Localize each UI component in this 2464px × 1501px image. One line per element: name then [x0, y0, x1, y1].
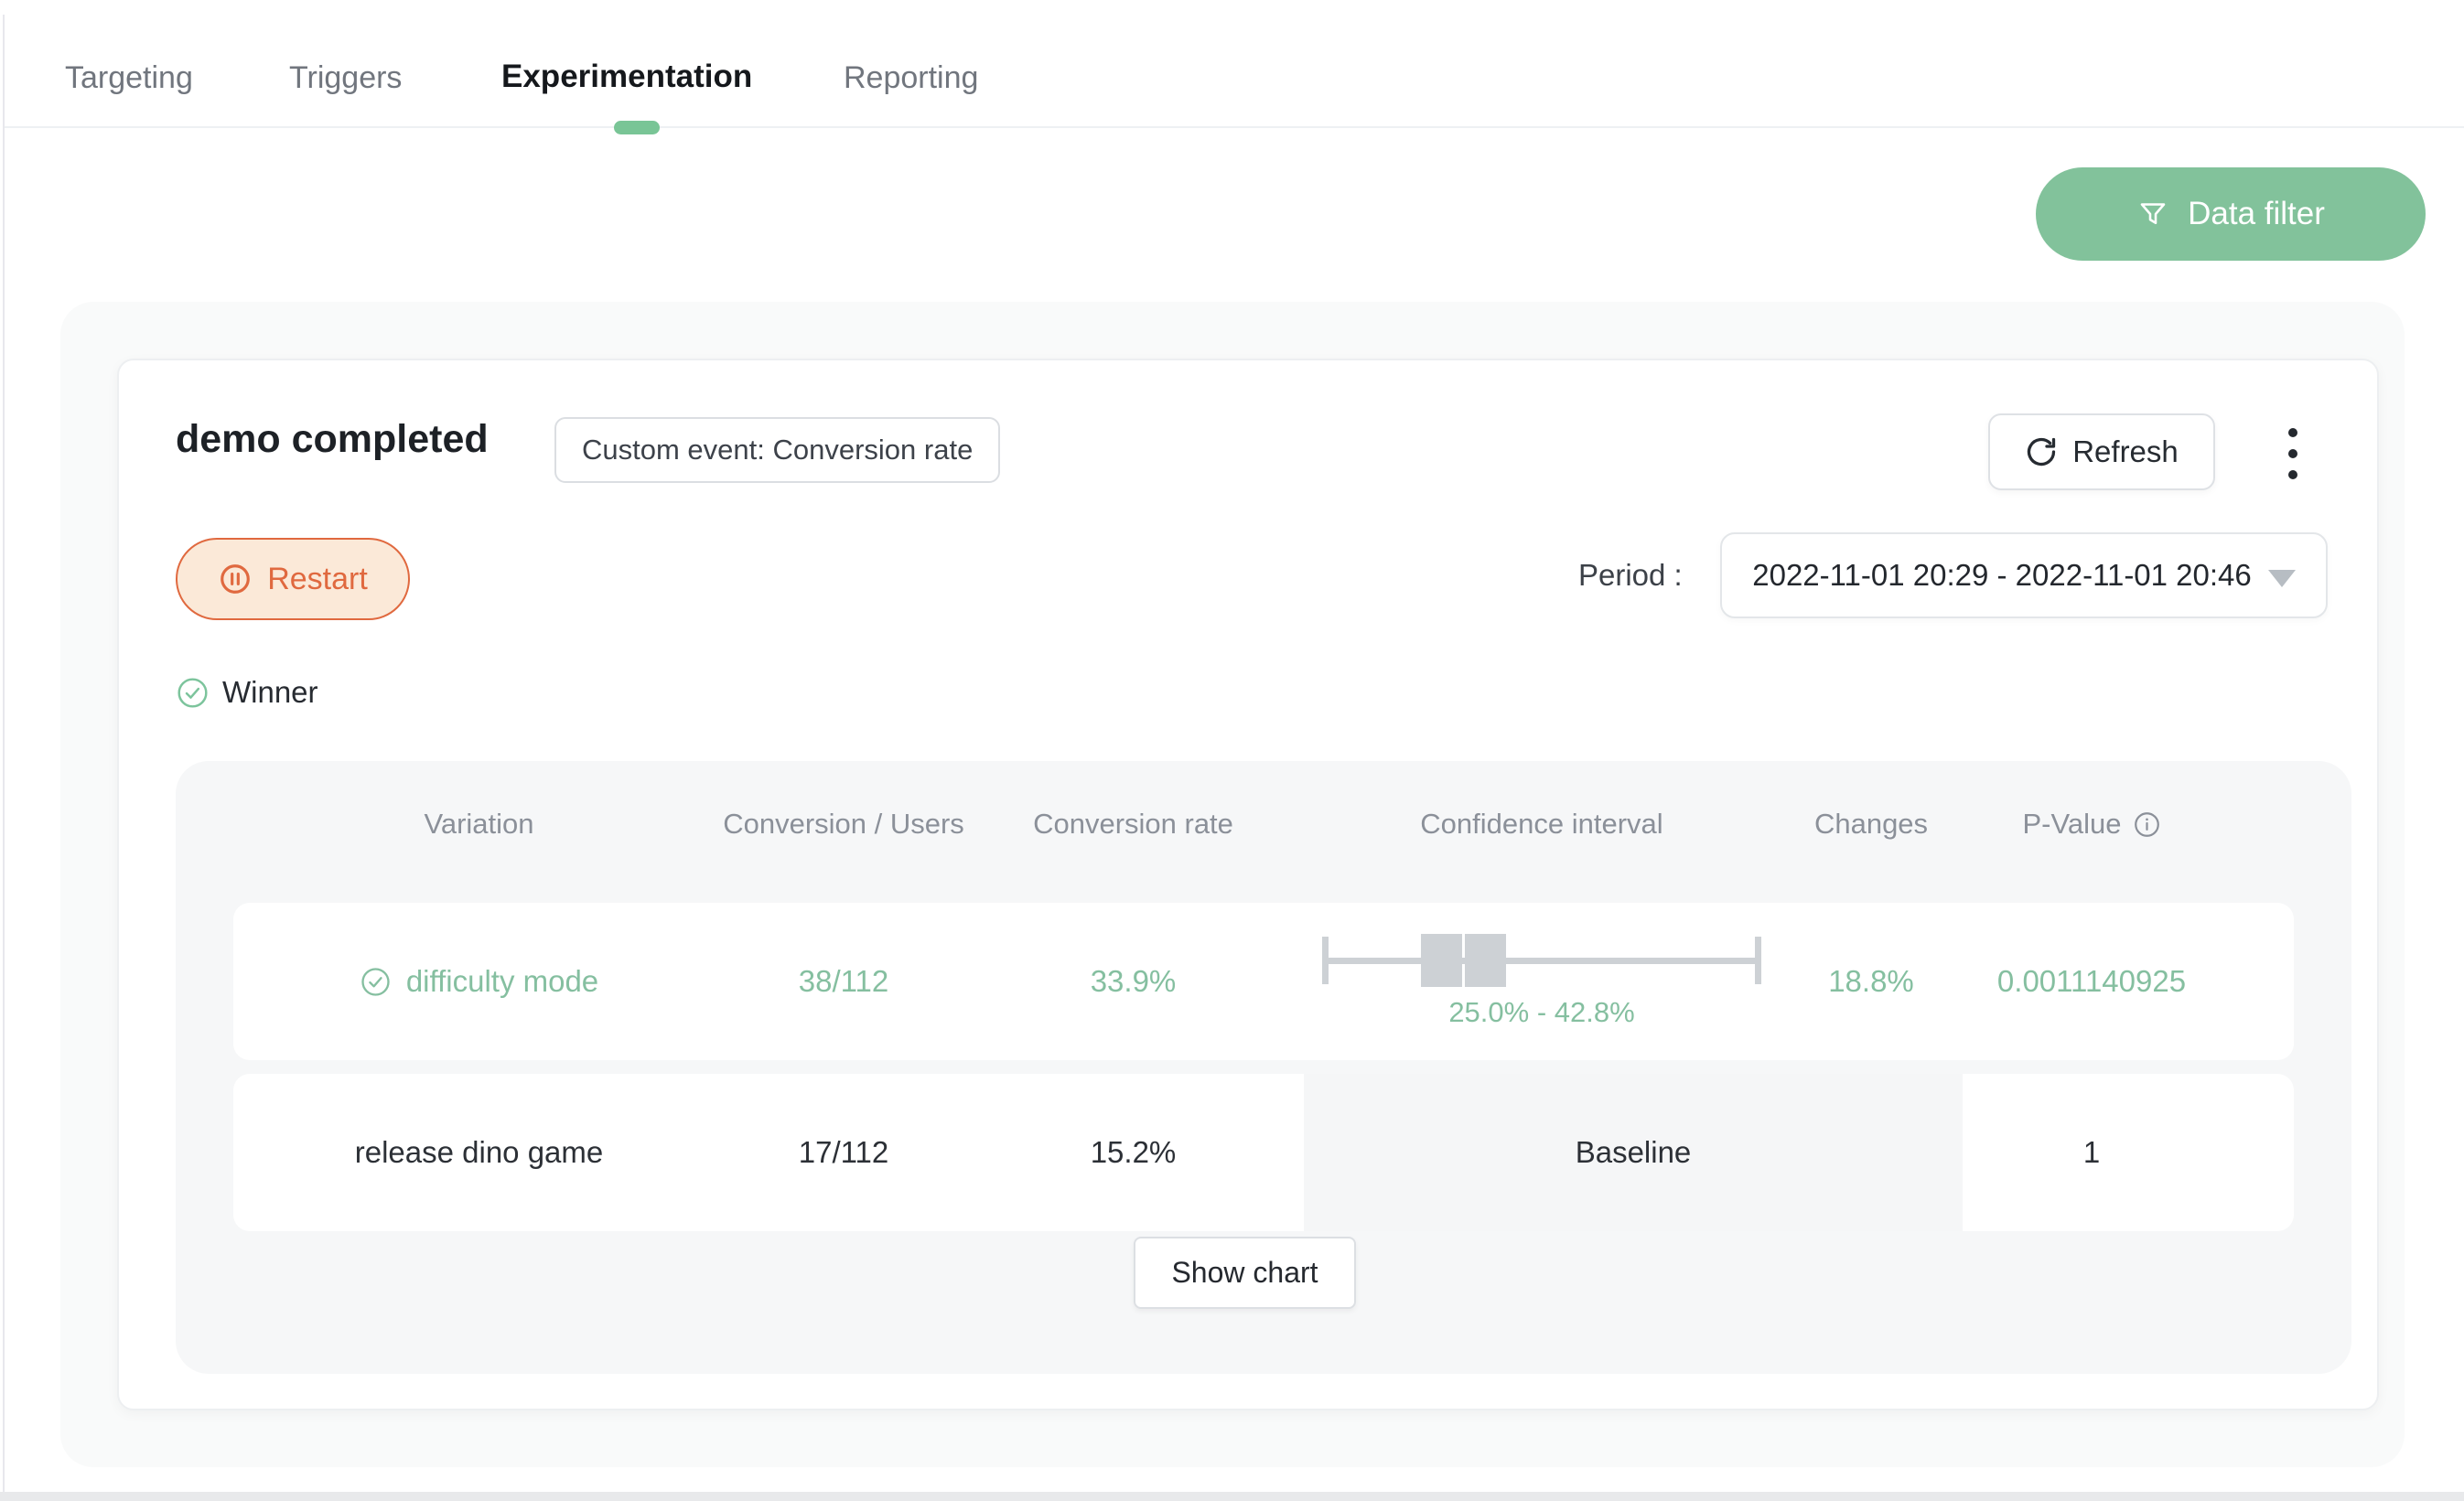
header-confidence-interval: Confidence interval	[1420, 808, 1663, 840]
conversion-rate-cell: 15.2%	[1090, 1135, 1177, 1169]
winner-check-circle-icon	[360, 966, 392, 998]
active-tab-indicator	[614, 121, 660, 134]
refresh-icon	[2025, 435, 2058, 468]
period-value: 2022-11-01 20:29 - 2022-11-01 20:46	[1752, 558, 2252, 592]
page-left-border	[3, 15, 5, 1501]
variation-name: release dino game	[354, 1135, 604, 1169]
table-row: difficulty mode 38/112 33.9% 25.0% - 42.…	[233, 903, 2294, 1060]
period-label: Period :	[1578, 558, 1683, 592]
refresh-label: Refresh	[2072, 434, 2179, 468]
period-select[interactable]: 2022-11-01 20:29 - 2022-11-01 20:46	[1720, 532, 2328, 618]
pause-circle-icon	[218, 562, 253, 596]
data-filter-button[interactable]: Data filter	[2036, 167, 2426, 261]
tab-experimentation[interactable]: Experimentation	[501, 59, 753, 94]
tab-triggers[interactable]: Triggers	[289, 60, 403, 95]
confidence-interval-range: 25.0% - 42.8%	[1448, 996, 1635, 1028]
restart-button[interactable]: Restart	[176, 538, 410, 620]
experiment-card: demo completed Custom event: Conversion …	[117, 359, 2379, 1410]
data-filter-label: Data filter	[2188, 196, 2325, 231]
variation-cell: release dino game	[233, 1074, 725, 1231]
winner-label: Winner	[222, 675, 318, 709]
table-header-row: Variation Conversion / Users Conversion …	[233, 798, 2294, 851]
variation-cell: difficulty mode	[233, 903, 725, 1060]
show-chart-button[interactable]: Show chart	[1134, 1237, 1356, 1309]
tab-targeting[interactable]: Targeting	[65, 60, 193, 95]
baseline-cell: Baseline	[1304, 1074, 1963, 1231]
filter-funnel-icon	[2136, 198, 2169, 231]
variation-name: difficulty mode	[405, 964, 599, 998]
header-conversion-rate: Conversion rate	[1033, 808, 1233, 840]
experiment-panel: demo completed Custom event: Conversion …	[60, 302, 2405, 1467]
chevron-down-icon	[2267, 569, 2296, 587]
table-row: release dino game 17/112 15.2% Baseline …	[233, 1074, 2294, 1231]
conversion-users-cell: 38/112	[798, 964, 889, 998]
tab-bar: Targeting Triggers Experimentation Repor…	[5, 0, 2464, 134]
conversion-users-cell: 17/112	[798, 1135, 889, 1169]
show-chart-label: Show chart	[1171, 1256, 1318, 1289]
next-section-edge	[0, 1492, 2464, 1501]
info-icon[interactable]	[2133, 810, 2161, 839]
confidence-interval-boxplot	[1322, 934, 1761, 987]
refresh-button[interactable]: Refresh	[1988, 413, 2215, 490]
header-conversion-users: Conversion / Users	[723, 808, 964, 840]
changes-cell: 18.8%	[1828, 964, 1914, 998]
confidence-interval-cell: 25.0% - 42.8%	[1304, 903, 1780, 1060]
winner-legend: Winner	[176, 675, 318, 710]
tab-reporting[interactable]: Reporting	[844, 60, 979, 95]
header-variation: Variation	[424, 808, 534, 840]
p-value-cell: 1	[2082, 1135, 2101, 1169]
restart-label: Restart	[267, 561, 368, 596]
experiment-title: demo completed	[176, 417, 489, 461]
header-changes: Changes	[1813, 808, 1929, 840]
header-p-value: P-Value	[1963, 798, 2294, 851]
results-table: Variation Conversion / Users Conversion …	[176, 761, 2351, 1374]
custom-event-badge: Custom event: Conversion rate	[554, 417, 1001, 483]
p-value-cell: 0.0011140925	[1996, 964, 2187, 998]
more-options-icon[interactable]	[2275, 415, 2311, 492]
conversion-rate-cell: 33.9%	[1090, 964, 1177, 998]
winner-check-circle-icon	[176, 676, 210, 710]
